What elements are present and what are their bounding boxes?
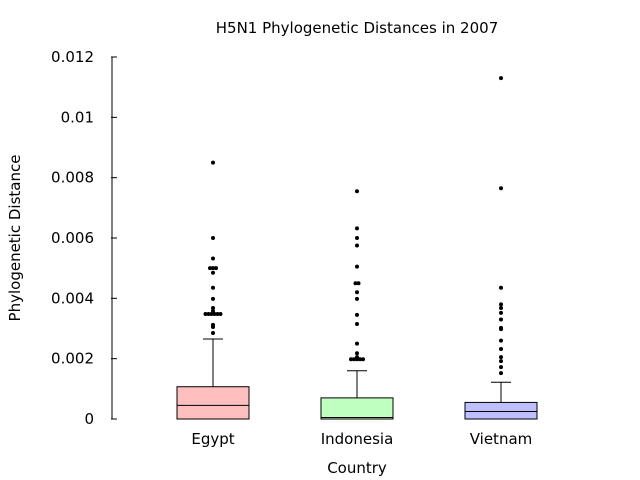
x-tick-label: Vietnam (470, 430, 533, 448)
x-tick-label: Indonesia (321, 430, 394, 448)
chart-title: H5N1 Phylogenetic Distances in 2007 (216, 19, 498, 37)
outlier-point (499, 310, 503, 315)
y-tick-label: 0.01 (61, 108, 94, 126)
y-axis: 0 0.002 0.004 0.006 0.008 0.01 0.012 (51, 48, 117, 428)
outlier-point (355, 341, 359, 346)
outlier-point (352, 357, 356, 362)
y-tick-label: 0.012 (51, 48, 94, 66)
outlier-point (355, 296, 359, 301)
outlier-point (361, 357, 365, 362)
outlier-point (215, 312, 220, 317)
outlier-point (214, 266, 218, 271)
outlier-point (358, 357, 362, 362)
outlier-point (356, 281, 361, 286)
box-egypt (176, 160, 250, 420)
outlier-point (499, 325, 503, 330)
outlier-point (211, 322, 215, 327)
outlier-point (499, 285, 503, 290)
outlier-point (212, 312, 217, 317)
y-tick-label: 0 (84, 410, 94, 428)
outlier-point (499, 338, 503, 343)
outlier-point (499, 355, 503, 360)
y-tick-label: 0.002 (51, 350, 94, 368)
outlier-point (203, 312, 208, 317)
outlier-point (353, 281, 358, 286)
box-body (320, 397, 394, 420)
x-axis-label: Country (327, 459, 387, 477)
outlier-point (349, 357, 353, 362)
outlier-point (499, 317, 503, 322)
box-vietnam (464, 76, 538, 420)
box-indonesia (320, 189, 394, 420)
outlier-point (355, 226, 359, 231)
outlier-point (499, 359, 503, 364)
outlier-point (355, 189, 359, 194)
outlier-point (211, 270, 215, 275)
outlier-point (499, 371, 503, 376)
box-body (464, 401, 538, 420)
outlier-point (355, 355, 359, 360)
outlier-point (206, 312, 211, 317)
outlier-point (355, 264, 359, 269)
y-tick-label: 0.006 (51, 229, 94, 247)
outlier-point (499, 186, 503, 191)
outlier-point (211, 296, 215, 301)
outlier-point (211, 309, 215, 314)
plot-area: Egypt Indonesia Vietnam (176, 76, 538, 448)
outlier-point (499, 365, 503, 370)
box-body (176, 386, 250, 420)
outlier-point (218, 312, 223, 317)
outlier-point (355, 290, 359, 295)
outlier-point (355, 243, 359, 248)
y-axis-label: Phylogenetic Distance (6, 155, 24, 322)
outlier-point (208, 266, 212, 271)
outlier-point (211, 236, 215, 240)
outlier-point (499, 305, 503, 310)
outlier-point (355, 312, 359, 317)
outlier-point (211, 266, 215, 271)
outlier-point (211, 285, 215, 290)
outlier-point (211, 331, 215, 336)
outlier-point (499, 347, 503, 352)
y-tick-label: 0.004 (51, 289, 94, 307)
x-tick-label: Egypt (191, 430, 234, 448)
outlier-point (355, 321, 359, 326)
outlier-point (355, 351, 359, 356)
y-tick-label: 0.008 (51, 169, 94, 187)
outlier-point (211, 256, 215, 261)
outlier-point (211, 160, 215, 165)
outlier-point (499, 76, 503, 81)
outlier-point (209, 312, 214, 317)
outlier-point (211, 305, 215, 310)
outlier-point (499, 302, 503, 307)
outlier-point (355, 236, 359, 240)
